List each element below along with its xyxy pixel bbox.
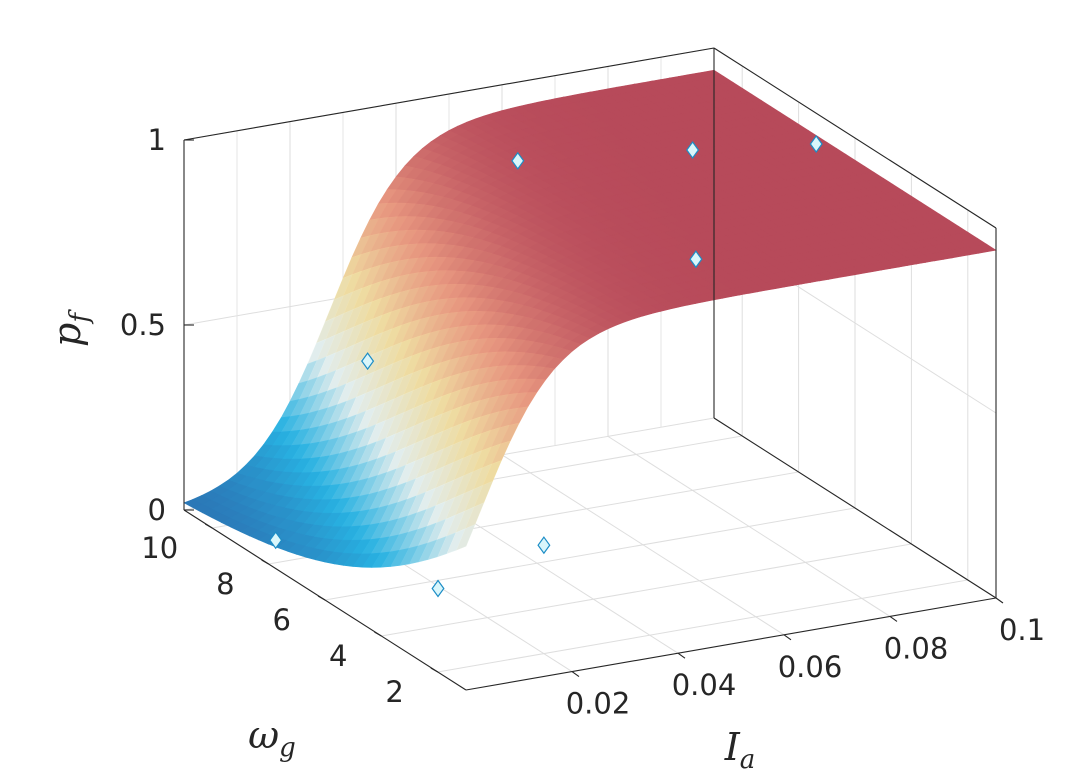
axis-edge <box>183 47 715 141</box>
y-tick-label: 4 <box>329 639 347 673</box>
axis-edge <box>713 47 997 229</box>
data-marker <box>511 151 525 170</box>
x-tick-label: 0.02 <box>566 687 631 721</box>
z-tick-label: 0 <box>148 493 166 527</box>
z-tick-label: 0.5 <box>120 308 166 342</box>
y-tick-label: 2 <box>385 675 403 709</box>
x-tick-label: 0.08 <box>884 631 949 665</box>
tick-marks <box>184 139 1004 678</box>
y-tick <box>204 523 213 529</box>
y-tick <box>374 631 382 637</box>
y-tick-label: 8 <box>216 567 234 601</box>
x-tick-label: 0.1 <box>999 613 1045 647</box>
surface-patch <box>456 524 476 551</box>
z-tick-label: 1 <box>148 123 166 157</box>
data-marker <box>809 134 823 154</box>
data-marker <box>361 352 375 371</box>
data-marker <box>686 140 700 160</box>
x-tick <box>889 615 898 622</box>
tick-labels: 0.02 0.04 0.06 0.08 0.1 2 4 6 8 10 0 0.5 1 <box>120 123 1045 721</box>
data-marker <box>537 536 551 555</box>
axis-edge <box>465 597 997 691</box>
data-markers <box>269 134 823 598</box>
y-tick <box>430 667 439 673</box>
x-tick-label: 0.04 <box>672 668 737 702</box>
y-axis-label: ωg <box>248 713 296 763</box>
x-tick <box>677 652 686 659</box>
z-axis-label: pf <box>45 309 95 347</box>
x-tick <box>571 671 580 678</box>
y-tick-label: 10 <box>141 531 178 565</box>
surface-mesh <box>183 69 997 568</box>
y-tick <box>317 595 326 601</box>
x-axis-label: Ia <box>724 725 756 775</box>
data-marker <box>269 531 283 550</box>
x-tick-label: 0.06 <box>778 650 843 684</box>
y-tick <box>261 559 269 565</box>
y-tick-label: 6 <box>273 603 291 637</box>
data-marker <box>689 250 703 269</box>
x-tick <box>995 597 1004 604</box>
x-tick <box>783 634 792 641</box>
data-marker <box>431 579 445 598</box>
axis-edge <box>713 417 997 599</box>
